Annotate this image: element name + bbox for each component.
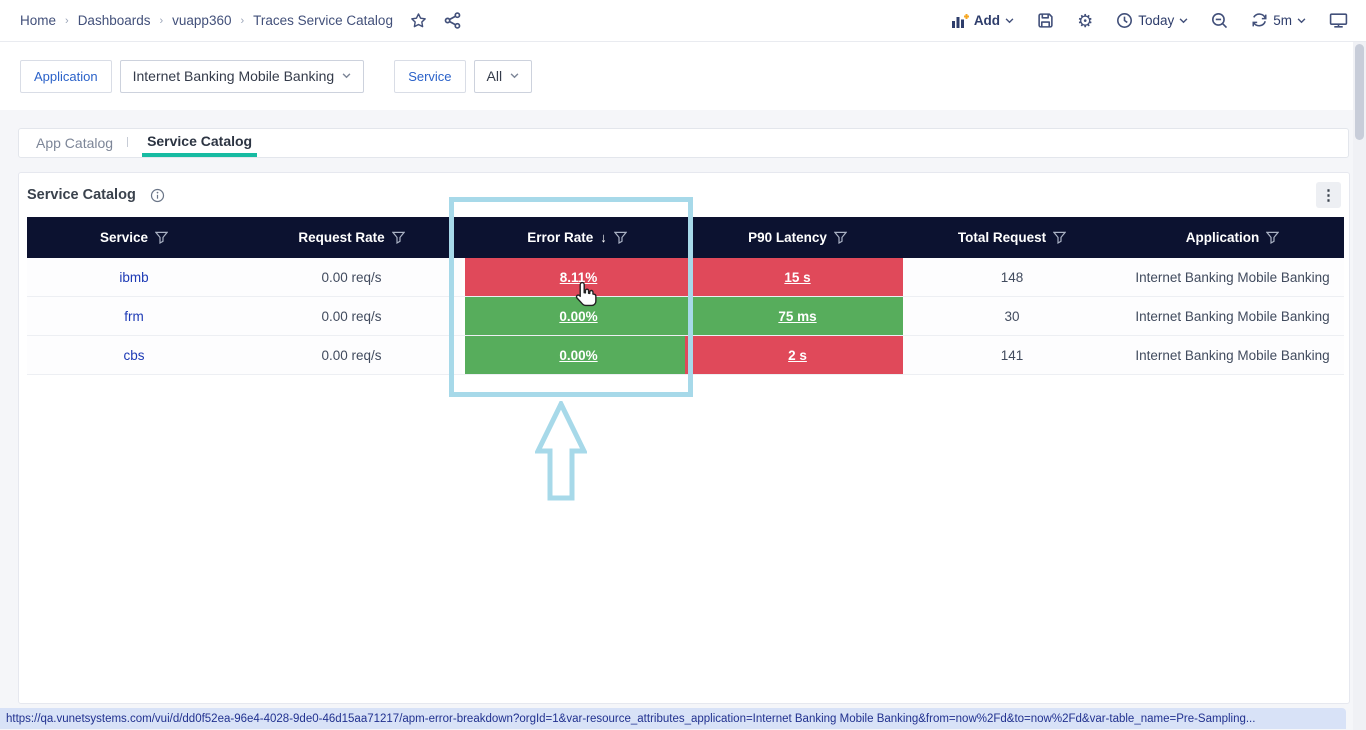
save-dashboard-icon[interactable] [1037, 12, 1054, 29]
p90-latency-link[interactable]: 2 s [788, 347, 807, 363]
panel-header: Service Catalog ⋮ [19, 173, 1349, 217]
table-row: frm 0.00 req/s 0.00% 75 ms 30 Internet B… [27, 297, 1344, 336]
column-header-request-rate[interactable]: Request Rate [241, 217, 462, 258]
breadcrumb-vuapp360[interactable]: vuapp360 [172, 13, 232, 28]
dashboard-content: App Catalog Service Catalog Service Cata… [0, 110, 1366, 708]
error-rate-link[interactable]: 0.00% [559, 347, 598, 363]
breadcrumb-separator: › [159, 14, 164, 27]
zoom-out-time-icon[interactable] [1211, 12, 1228, 29]
error-rate-cell: 0.00% [462, 297, 692, 335]
filter-funnel-icon[interactable] [155, 231, 169, 244]
refresh-interval-label: 5m [1273, 13, 1292, 28]
filter-funnel-icon[interactable] [1266, 231, 1280, 244]
column-header-service[interactable]: Service [27, 217, 241, 258]
add-panel-button[interactable]: Add [951, 13, 1014, 29]
chevron-down-icon [1005, 17, 1014, 23]
catalog-tabbar: App Catalog Service Catalog [18, 128, 1349, 158]
status-bar-url: https://qa.vunetsystems.com/vui/d/dd0f52… [6, 712, 1256, 725]
topbar-actions: Add ⚙ Today [951, 12, 1348, 30]
clock-icon [1117, 13, 1133, 28]
column-header-p90-latency[interactable]: P90 Latency [692, 217, 903, 258]
chevron-down-icon [1297, 17, 1306, 23]
service-link[interactable]: cbs [123, 347, 145, 363]
refresh-icon [1252, 13, 1267, 27]
table-row: cbs 0.00 req/s 0.00% 2 s 141 Internet Ba… [27, 336, 1344, 375]
panel-title[interactable]: Service Catalog [27, 187, 136, 203]
total-request-value: 30 [1004, 308, 1020, 324]
application-value: Internet Banking Mobile Banking [1135, 308, 1330, 324]
chevron-down-icon [1179, 17, 1188, 23]
application-value: Internet Banking Mobile Banking [1135, 347, 1330, 363]
vertical-scrollbar[interactable] [1353, 42, 1366, 730]
tab-service-catalog[interactable]: Service Catalog [142, 128, 258, 157]
tab-app-catalog[interactable]: App Catalog [36, 135, 114, 151]
chevron-down-icon [342, 73, 351, 79]
chevron-down-icon [510, 73, 519, 79]
application-filter-dropdown[interactable]: Internet Banking Mobile Banking [119, 59, 365, 93]
time-range-label: Today [1138, 13, 1175, 28]
breadcrumb: Home › Dashboards › vuapp360 › Traces Se… [20, 12, 461, 29]
total-request-value: 141 [1000, 347, 1024, 363]
error-rate-cell: 0.00% [462, 336, 692, 374]
favorite-star-icon[interactable] [410, 12, 427, 29]
filter-funnel-icon[interactable] [613, 231, 627, 244]
total-request-value: 148 [1000, 269, 1024, 285]
filter-funnel-icon[interactable] [1053, 231, 1067, 244]
service-filter-dropdown[interactable]: All [473, 59, 533, 93]
service-link[interactable]: frm [124, 308, 144, 324]
column-header-error-rate[interactable]: Error Rate ↓ [462, 217, 692, 258]
add-chart-icon [951, 13, 969, 28]
service-link[interactable]: ibmb [119, 269, 149, 285]
request-rate-value: 0.00 req/s [321, 347, 382, 363]
request-rate-value: 0.00 req/s [321, 269, 382, 285]
dashboard-filters: Application Internet Banking Mobile Bank… [0, 42, 1366, 110]
breadcrumb-dashboards[interactable]: Dashboards [77, 13, 151, 28]
info-icon[interactable] [150, 188, 165, 203]
breadcrumb-current-page: Traces Service Catalog [253, 13, 393, 28]
error-rate-cell: 8.11% [462, 258, 692, 296]
table-header-row: Service Request Rate Error Rate ↓ P90 La… [27, 217, 1344, 258]
service-filter-value: All [486, 68, 503, 84]
p90-latency-cell: 75 ms [692, 297, 903, 335]
service-catalog-panel: Service Catalog ⋮ Service Request Ra [18, 172, 1350, 704]
dashboard-settings-gear-icon[interactable]: ⚙ [1077, 10, 1094, 31]
tab-divider [127, 137, 129, 147]
p90-latency-cell: 15 s [692, 258, 903, 296]
application-value: Internet Banking Mobile Banking [1135, 269, 1330, 285]
breadcrumb-separator: › [240, 14, 245, 27]
scrollbar-thumb[interactable] [1355, 44, 1364, 140]
column-header-total-request[interactable]: Total Request [903, 217, 1121, 258]
breadcrumb-separator: › [65, 14, 69, 27]
top-navigation-bar: Home › Dashboards › vuapp360 › Traces Se… [0, 0, 1366, 42]
tv-mode-icon[interactable] [1329, 12, 1348, 29]
add-label: Add [973, 13, 1001, 28]
panel-menu-kebab-icon[interactable]: ⋮ [1316, 182, 1341, 208]
p90-latency-link[interactable]: 15 s [784, 269, 811, 285]
service-filter-label: Service [394, 59, 466, 93]
service-catalog-table: Service Request Rate Error Rate ↓ P90 La… [27, 217, 1344, 375]
column-header-application[interactable]: Application [1121, 217, 1344, 258]
time-range-picker[interactable]: Today [1116, 12, 1188, 29]
request-rate-value: 0.00 req/s [321, 308, 382, 324]
refresh-picker[interactable]: 5m [1251, 12, 1306, 29]
breadcrumb-home[interactable]: Home [20, 13, 57, 28]
filter-funnel-icon[interactable] [833, 231, 847, 244]
table-row: ibmb 0.00 req/s 8.11% 15 s 148 Internet … [27, 258, 1344, 297]
p90-latency-cell: 2 s [692, 336, 903, 374]
filter-funnel-icon[interactable] [391, 231, 405, 244]
error-rate-link[interactable]: 0.00% [559, 308, 598, 324]
p90-latency-link[interactable]: 75 ms [778, 308, 817, 324]
error-rate-link[interactable]: 8.11% [559, 269, 598, 285]
sort-descending-icon[interactable]: ↓ [600, 230, 607, 245]
share-icon[interactable] [444, 12, 461, 29]
application-filter-label: Application [20, 59, 112, 93]
application-filter-value: Internet Banking Mobile Banking [132, 68, 335, 84]
link-preview-status-bar: https://qa.vunetsystems.com/vui/d/dd0f52… [0, 708, 1346, 729]
error-gauge-sliver [685, 336, 692, 374]
